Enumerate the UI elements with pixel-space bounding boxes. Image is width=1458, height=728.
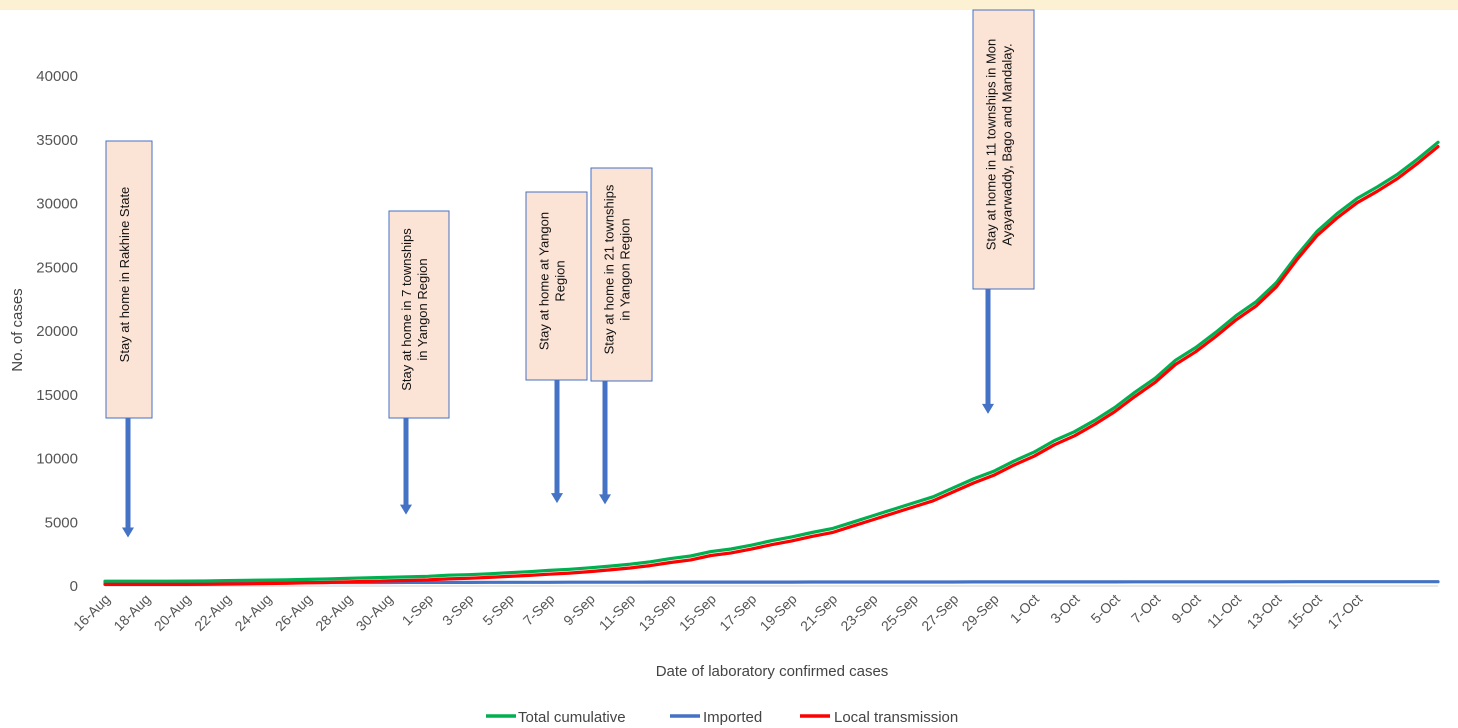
x-tick-label: 1-Sep	[399, 591, 437, 629]
x-tick-label: 3-Sep	[439, 591, 477, 629]
x-tick-label: 11-Sep	[596, 591, 639, 634]
y-tick-label: 0	[70, 578, 78, 595]
x-tick-label: 21-Sep	[797, 591, 840, 634]
annotation-box	[590, 167, 653, 382]
x-tick-label: 17-Oct	[1324, 591, 1365, 632]
arrow-head-icon	[551, 493, 563, 504]
annotation-text: Stay at home in 21 townships	[602, 184, 617, 354]
x-tick-label: 28-Aug	[312, 591, 355, 634]
x-tick-label: 20-Aug	[151, 591, 194, 634]
annotation-text: Stay at home at Yangon	[537, 212, 552, 350]
y-tick-label: 20000	[36, 323, 78, 340]
legend-item: Total cumulative	[486, 709, 626, 726]
annotation-eleven-townships: Stay at home in 11 townships in Mon Ayaya…	[972, 9, 1035, 414]
x-axis-ticks: 16-Aug18-Aug20-Aug22-Aug24-Aug26-Aug28-A…	[70, 591, 1366, 634]
y-tick-label: 25000	[36, 259, 78, 276]
annotation-text: in Yangon Region	[618, 218, 633, 320]
annotation-text: Stay at home in 11 townships in Mon	[984, 39, 999, 251]
x-tick-label: 1-Oct	[1007, 591, 1043, 627]
y-tick-label: 30000	[36, 196, 78, 213]
x-tick-label: 29-Sep	[959, 591, 1002, 634]
x-tick-label: 24-Aug	[231, 591, 274, 634]
top-header-strip	[0, 0, 1458, 10]
annotation-text: Ayayarwaddy, Bago and Mandalay.	[1000, 43, 1015, 245]
x-tick-label: 16-Aug	[70, 591, 113, 634]
arrow-head-icon	[122, 527, 134, 538]
series-line-local-transmission	[103, 145, 1440, 587]
y-tick-label: 10000	[36, 451, 78, 468]
annotation-text: Stay at home in Rakhine State	[117, 187, 132, 363]
legend-item: Local transmission	[800, 709, 958, 726]
x-tick-label: 22-Aug	[191, 591, 234, 634]
legend-label: Imported	[703, 709, 762, 726]
x-tick-label: 13-Sep	[635, 591, 678, 634]
legend: Total cumulative Imported Local transmissi…	[486, 709, 958, 726]
x-tick-label: 15-Oct	[1284, 591, 1325, 632]
legend-item: Imported	[670, 709, 762, 726]
y-tick-label: 5000	[45, 514, 78, 531]
x-tick-label: 17-Sep	[716, 591, 759, 634]
series-lines	[103, 140, 1440, 587]
arrow-head-icon	[599, 494, 611, 505]
annotation-seven-townships: Stay at home in 7 townships in Yangon Reg…	[388, 210, 450, 515]
x-tick-label: 15-Sep	[676, 591, 719, 634]
x-axis-title: Date of laboratory confirmed cases	[656, 663, 889, 680]
x-tick-label: 11-Oct	[1204, 591, 1244, 631]
x-tick-label: 30-Aug	[353, 591, 396, 634]
annotation-rakhine: Stay at home in Rakhine State	[105, 140, 153, 538]
x-tick-label: 27-Sep	[918, 591, 961, 634]
x-tick-label: 9-Oct	[1168, 591, 1204, 627]
y-tick-label: 40000	[36, 68, 78, 85]
annotation-text: Region	[553, 260, 568, 301]
legend-label: Total cumulative	[518, 709, 626, 726]
annotation-layer: Stay at home in Rakhine State Stay at hom…	[105, 9, 1035, 538]
x-tick-label: 7-Oct	[1128, 591, 1164, 627]
y-tick-label: 15000	[36, 387, 78, 404]
annotation-box	[972, 9, 1035, 290]
annotation-box	[388, 210, 450, 419]
x-tick-label: 26-Aug	[272, 591, 315, 634]
x-tick-label: 7-Sep	[520, 591, 558, 629]
x-tick-label: 18-Aug	[110, 591, 153, 634]
x-tick-label: 25-Sep	[878, 591, 921, 634]
annotation-box	[105, 140, 153, 419]
x-tick-label: 5-Sep	[479, 591, 517, 629]
annotation-text: Stay at home in 7 townships	[399, 228, 414, 391]
y-tick-label: 35000	[36, 132, 78, 149]
series-line-total-cumulative	[103, 140, 1440, 583]
annotation-yangon-region: Stay at home at Yangon Region	[525, 191, 588, 504]
x-tick-label: 13-Oct	[1244, 591, 1285, 632]
x-tick-label: 3-Oct	[1047, 591, 1083, 627]
annotation-box	[525, 191, 588, 381]
x-tick-label: 9-Sep	[560, 591, 598, 629]
y-axis-ticks: 0 5000 10000 15000 20000 25000 30000 35000 40000	[36, 68, 78, 595]
arrow-head-icon	[982, 403, 994, 414]
x-tick-label: 19-Sep	[757, 591, 800, 634]
y-axis-title: No. of cases	[9, 288, 26, 371]
legend-label: Local transmission	[834, 709, 958, 726]
annotation-text: in Yangon Region	[415, 258, 430, 360]
arrow-head-icon	[400, 504, 412, 515]
x-tick-label: 5-Oct	[1087, 591, 1123, 627]
x-tick-label: 23-Sep	[837, 591, 880, 634]
annotation-twentyone-townships: Stay at home in 21 townships in Yangon Re…	[590, 167, 653, 505]
